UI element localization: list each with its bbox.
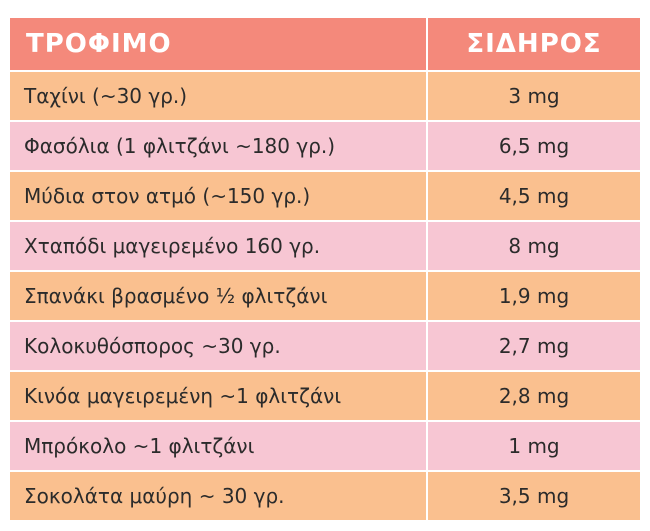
- table-row: Σοκολάτα μαύρη ~ 30 γρ. 3,5 mg: [10, 470, 640, 520]
- iron-cell: 3 mg: [426, 70, 640, 122]
- table-row: Ταχίνι (~30 γρ.) 3 mg: [10, 70, 640, 122]
- table-row: Κινόα μαγειρεμένη ~1 φλιτζάνι 2,8 mg: [10, 370, 640, 422]
- header-food: ΤΡΟΦΙΜΟ: [10, 18, 428, 72]
- food-cell: Σοκολάτα μαύρη ~ 30 γρ.: [10, 470, 428, 520]
- table-row: Χταπόδι μαγειρεμένο 160 γρ. 8 mg: [10, 220, 640, 272]
- iron-cell: 2,7 mg: [426, 320, 640, 372]
- table-row: Σπανάκι βρασμένο ½ φλιτζάνι 1,9 mg: [10, 270, 640, 322]
- iron-cell: 1,9 mg: [426, 270, 640, 322]
- iron-cell: 2,8 mg: [426, 370, 640, 422]
- header-iron: ΣΙΔΗΡΟΣ: [426, 18, 640, 72]
- iron-cell: 8 mg: [426, 220, 640, 272]
- iron-cell: 6,5 mg: [426, 120, 640, 172]
- food-cell: Μπρόκολο ~1 φλιτζάνι: [10, 420, 428, 472]
- food-cell: Φασόλια (1 φλιτζάνι ~180 γρ.): [10, 120, 428, 172]
- table-row: Μύδια στον ατμό (~150 γρ.) 4,5 mg: [10, 170, 640, 222]
- iron-content-table: ΤΡΟΦΙΜΟ ΣΙΔΗΡΟΣ Ταχίνι (~30 γρ.) 3 mg Φα…: [10, 18, 640, 520]
- iron-cell: 4,5 mg: [426, 170, 640, 222]
- iron-content-table-container: ΤΡΟΦΙΜΟ ΣΙΔΗΡΟΣ Ταχίνι (~30 γρ.) 3 mg Φα…: [10, 18, 640, 524]
- food-cell: Κολοκυθόσπορος ~30 γρ.: [10, 320, 428, 372]
- table-header-row: ΤΡΟΦΙΜΟ ΣΙΔΗΡΟΣ: [10, 18, 640, 72]
- table-row: Κολοκυθόσπορος ~30 γρ. 2,7 mg: [10, 320, 640, 372]
- food-cell: Κινόα μαγειρεμένη ~1 φλιτζάνι: [10, 370, 428, 422]
- food-cell: Μύδια στον ατμό (~150 γρ.): [10, 170, 428, 222]
- table-row: Φασόλια (1 φλιτζάνι ~180 γρ.) 6,5 mg: [10, 120, 640, 172]
- iron-cell: 3,5 mg: [426, 470, 640, 520]
- iron-cell: 1 mg: [426, 420, 640, 472]
- table-row: Μπρόκολο ~1 φλιτζάνι 1 mg: [10, 420, 640, 472]
- food-cell: Χταπόδι μαγειρεμένο 160 γρ.: [10, 220, 428, 272]
- food-cell: Σπανάκι βρασμένο ½ φλιτζάνι: [10, 270, 428, 322]
- food-cell: Ταχίνι (~30 γρ.): [10, 70, 428, 122]
